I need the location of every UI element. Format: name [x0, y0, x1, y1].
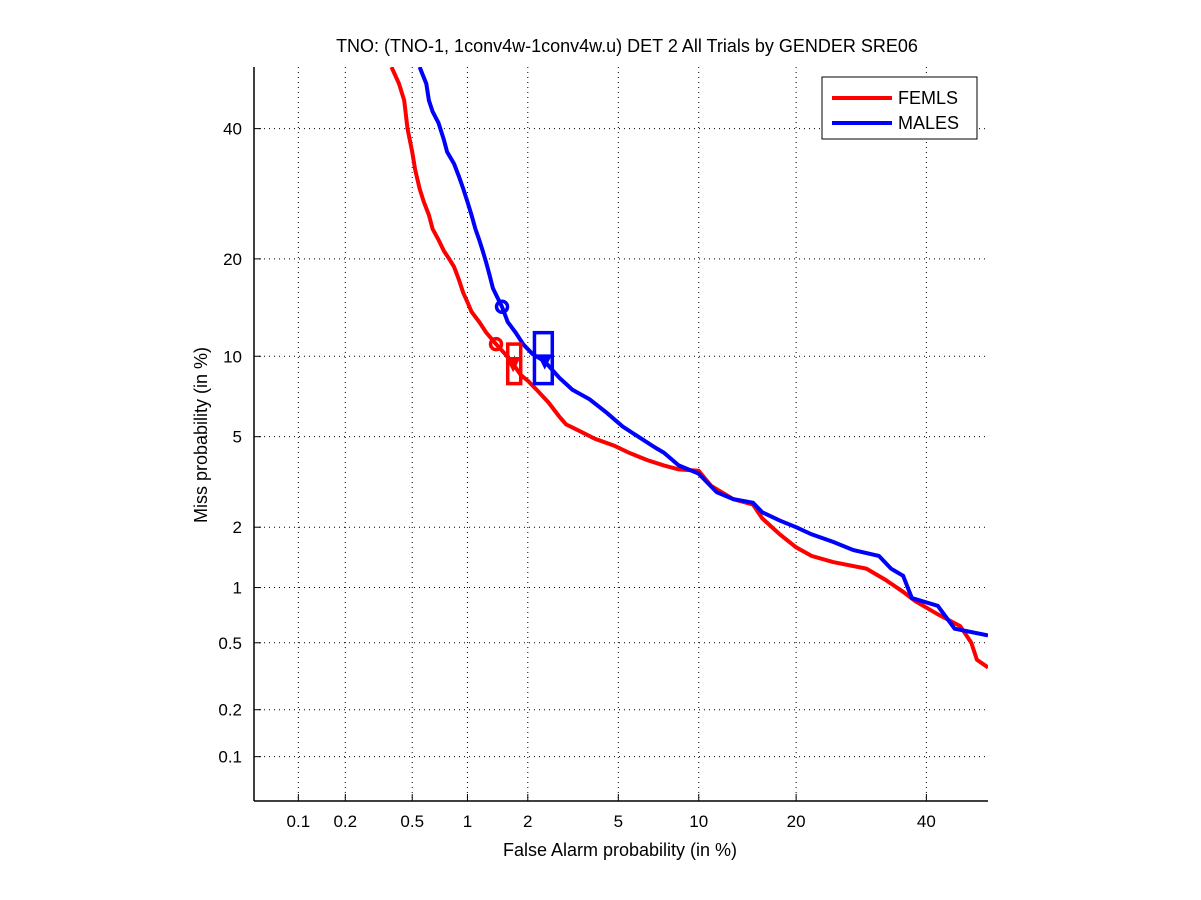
x-axis-label: False Alarm probability (in %) — [503, 840, 737, 860]
y-tick-label: 0.1 — [218, 748, 242, 767]
act-dcf-box-femls — [505, 342, 523, 386]
y-tick-label: 10 — [223, 347, 242, 366]
series-line-males — [417, 67, 988, 638]
markers-group — [488, 299, 555, 386]
actual-dcf-marker-femls — [505, 356, 521, 373]
x-tick-label: 0.5 — [400, 812, 424, 831]
legend-label-males: MALES — [898, 113, 959, 133]
min-dcf-marker-femls — [488, 336, 504, 352]
legend: FEMLS MALES — [821, 76, 978, 140]
y-tick-label: 0.5 — [218, 634, 242, 653]
legend-label-femls: FEMLS — [898, 88, 958, 108]
x-tick-label: 2 — [523, 812, 532, 831]
actual-dcf-marker-males — [537, 354, 553, 370]
x-tick-label: 20 — [787, 812, 806, 831]
min-dcf-marker-males — [494, 299, 510, 315]
y-tick-label: 2 — [233, 518, 242, 537]
y-axis-label: Miss probability (in %) — [191, 347, 211, 523]
x-tick-label: 0.1 — [287, 812, 311, 831]
y-tick-label: 1 — [233, 579, 242, 598]
grid-lines — [254, 67, 988, 801]
chart-title: TNO: (TNO-1, 1conv4w-1conv4w.u) DET 2 Al… — [336, 36, 918, 56]
legend-box — [821, 76, 978, 140]
series-group — [389, 67, 988, 670]
series-line-femls — [389, 67, 988, 670]
axes: 0.1 0.2 0.5 1 2 5 10 20 40 0.1 0.2 0.5 1 2 5 10 20 40 — [218, 67, 988, 831]
act-dcf-box-males — [532, 330, 555, 386]
x-tick-label: 0.2 — [333, 812, 357, 831]
x-tick-label: 10 — [689, 812, 708, 831]
x-tick-label: 40 — [917, 812, 936, 831]
y-tick-label: 40 — [223, 120, 242, 139]
x-tick-label: 5 — [614, 812, 623, 831]
y-tick-label: 5 — [233, 428, 242, 447]
x-tick-label: 1 — [463, 812, 472, 831]
y-tick-label: 0.2 — [218, 701, 242, 720]
y-tick-label: 20 — [223, 250, 242, 269]
